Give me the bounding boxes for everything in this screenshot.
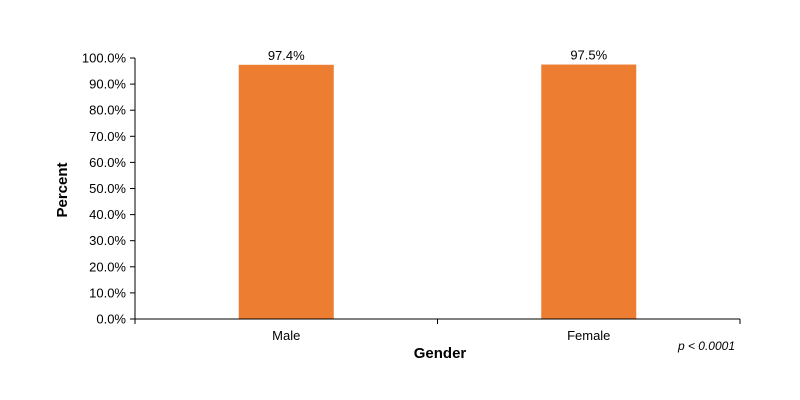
y-tick-label: 20.0% [89,259,126,274]
data-label-male: 97.4% [268,48,305,63]
y-tick-label: 60.0% [89,155,126,170]
bar-female [541,64,637,320]
data-label-female: 97.5% [570,48,607,63]
x-category-label-female: Female [567,328,610,343]
bars: 97.4% 97.5% [238,48,637,320]
y-axis-ticks: 0.0% 10.0% 20.0% 30.0% 40.0% 50.0% 60.0% 70.0% 8… [82,51,135,327]
y-tick-label: 70.0% [89,129,126,144]
p-value-annotation: p < 0.0001 [677,339,735,353]
y-axis-title: Percent [54,162,71,217]
y-tick-label: 100.0% [82,51,127,66]
y-tick-label: 0.0% [96,312,126,327]
y-tick-label: 90.0% [89,77,126,92]
y-tick-label: 30.0% [89,233,126,248]
bar-male [238,64,334,319]
y-tick-label: 40.0% [89,207,126,222]
y-tick-label: 80.0% [89,103,126,118]
y-tick-label: 10.0% [89,285,126,300]
x-category-label-male: Male [272,328,300,343]
y-tick-label: 50.0% [89,181,126,196]
x-axis-ticks: Male Female [134,319,741,343]
x-axis-title: Gender [414,345,467,362]
